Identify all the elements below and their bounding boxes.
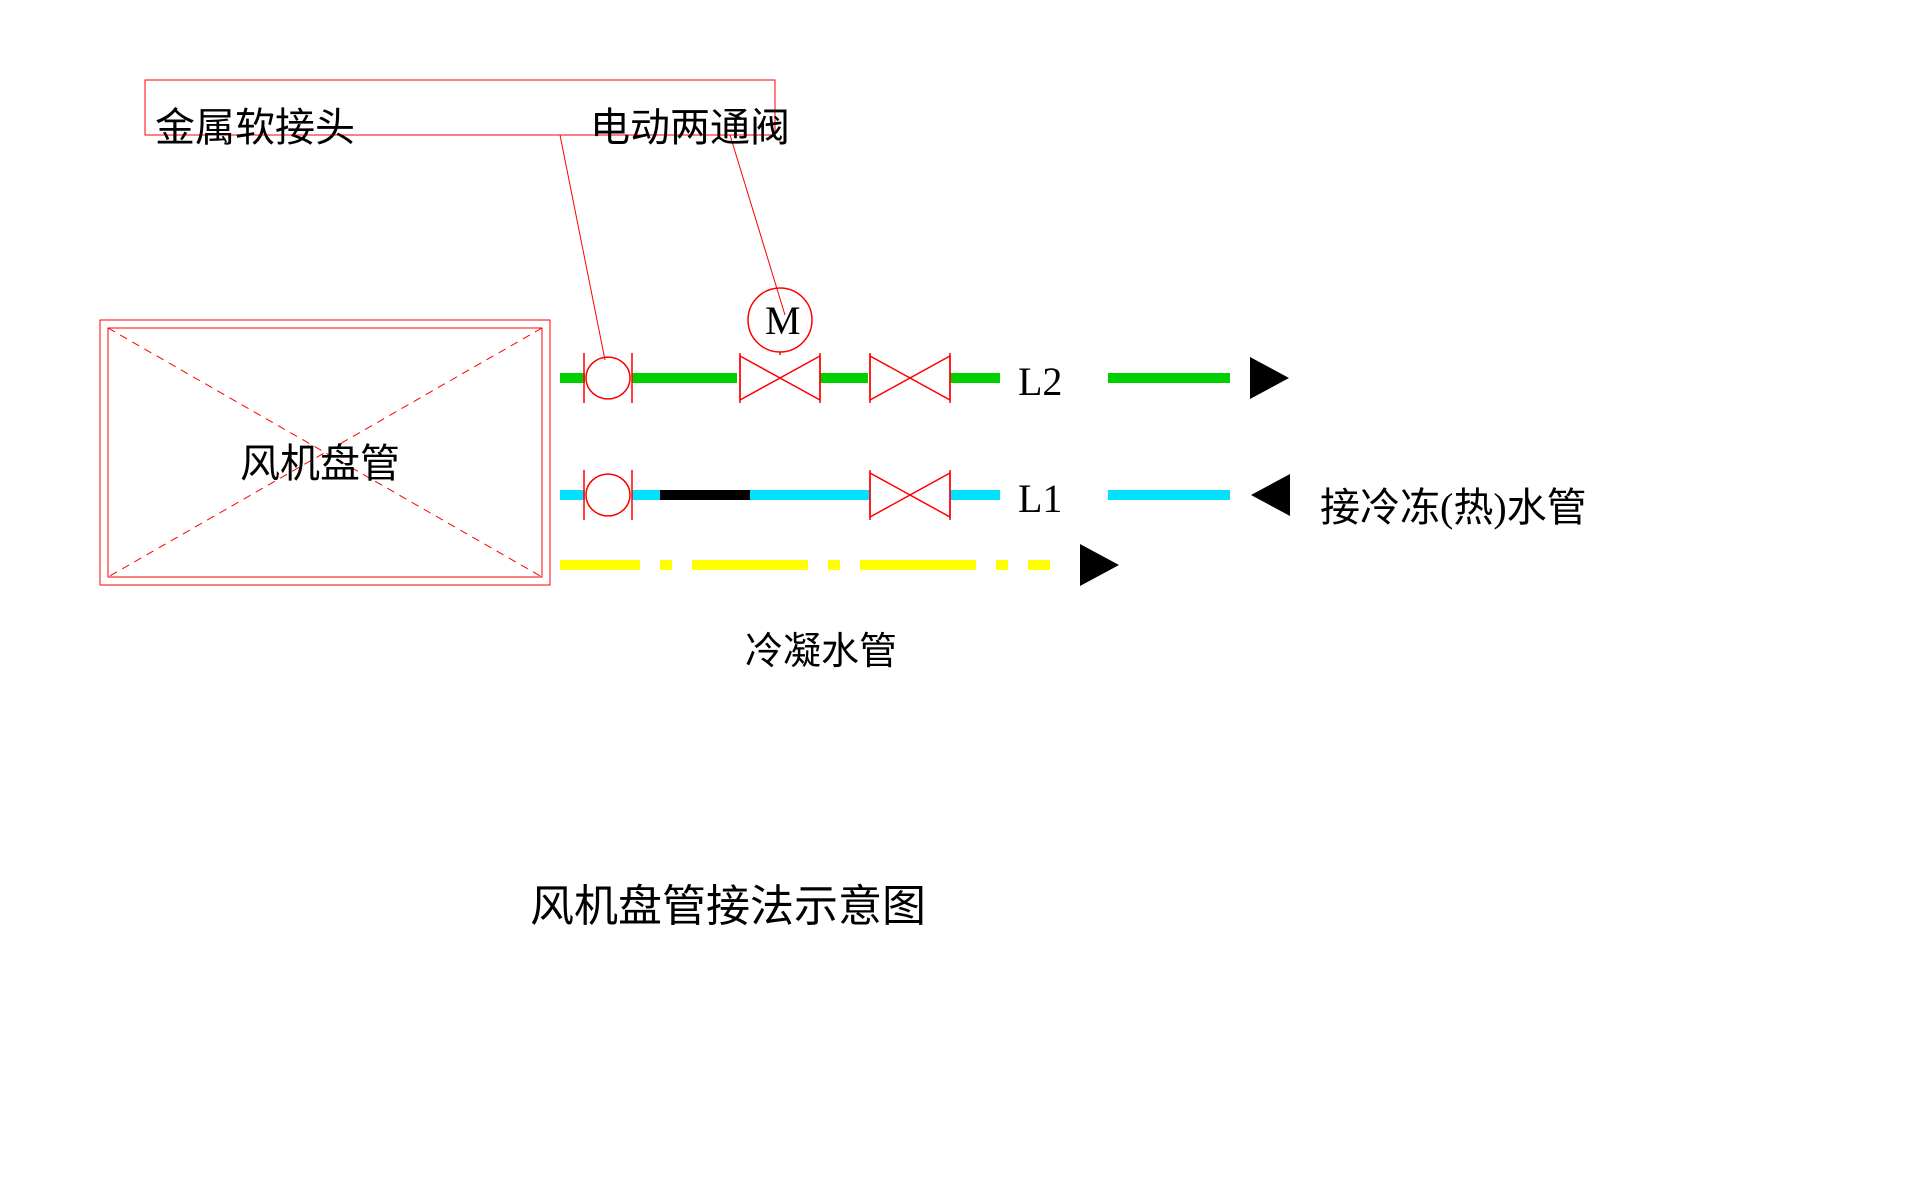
pipe-l2-label: L2 [1018, 358, 1062, 405]
pipe-l1-label: L1 [1018, 475, 1062, 522]
diagram-canvas [0, 0, 1930, 1197]
flexible-joint-label: 金属软接头 [155, 95, 355, 153]
motorized-valve-letter: M [765, 297, 801, 344]
title: 风机盘管接法示意图 [530, 870, 926, 934]
condensate-label: 冷凝水管 [745, 620, 897, 675]
motorized-valve-label: 电动两通阀 [590, 95, 790, 153]
right-connection-label: 接冷冻(热)水管 [1320, 475, 1587, 533]
fan-coil-label: 风机盘管 [240, 431, 400, 489]
